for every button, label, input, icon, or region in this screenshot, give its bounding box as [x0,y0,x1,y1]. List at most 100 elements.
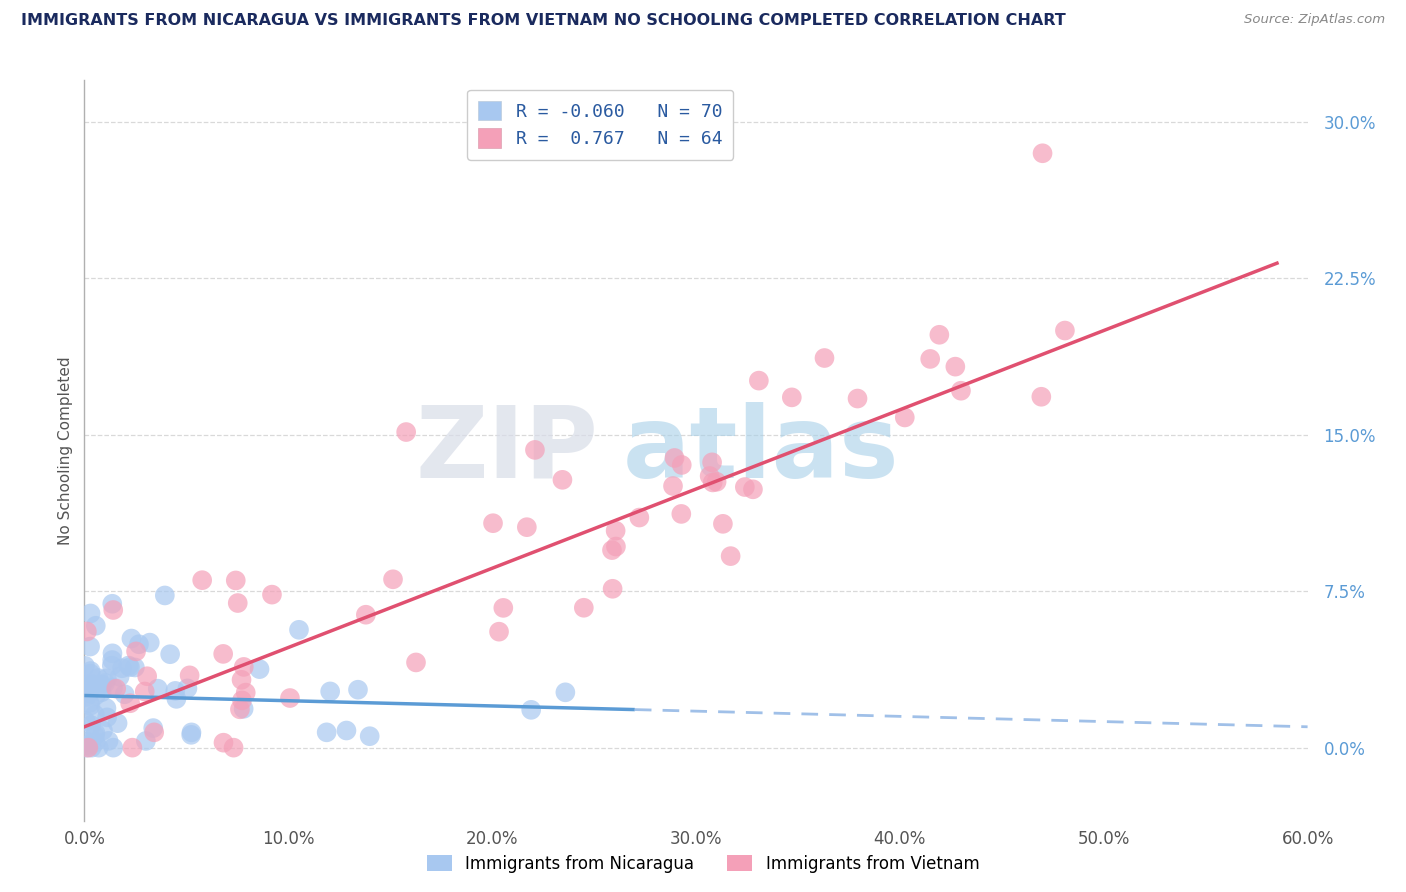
Point [706,475,728,489]
Point [176,681,198,696]
Point [179,668,201,682]
Point [1053,324,1076,338]
Point [520,703,543,717]
Point [602,582,624,596]
Point [111,661,134,675]
Point [76,738,98,752]
Point [75,735,97,749]
Point [84,726,107,740]
Point [699,469,721,483]
Point [231,693,253,707]
Point [91,723,114,738]
Point [103,740,125,755]
Point [120,632,142,646]
Point [249,662,271,676]
Point [492,600,515,615]
Point [165,691,187,706]
Point [101,681,124,695]
Point [80,718,103,732]
Point [87,740,110,755]
Legend: Immigrants from Nicaragua, Immigrants from Vietnam: Immigrants from Nicaragua, Immigrants fr… [420,848,986,880]
Point [97,734,120,748]
Point [79,664,101,678]
Point [813,351,835,365]
Point [315,725,337,739]
Point [605,524,627,538]
Point [128,637,150,651]
Point [551,473,574,487]
Point [117,658,139,673]
Point [143,725,166,739]
Point [225,574,247,588]
Point [662,479,685,493]
Point [84,619,107,633]
Point [605,540,627,554]
Point [664,450,686,465]
Point [75,740,97,755]
Point [846,392,869,406]
Point [79,607,101,621]
Point [84,729,107,743]
Point [278,691,301,706]
Point [84,735,107,749]
Point [523,442,546,457]
Point [124,660,146,674]
Point [118,660,141,674]
Point [139,635,162,649]
Point [671,458,693,472]
Point [671,507,693,521]
Point [949,384,972,398]
Point [395,425,418,439]
Point [125,644,148,658]
Point [165,684,187,698]
Point [146,681,169,696]
Point [260,588,283,602]
Point [212,647,235,661]
Point [516,520,538,534]
Point [136,669,159,683]
Point [79,698,101,713]
Point [212,736,235,750]
Point [335,723,357,738]
Point [226,596,249,610]
Point [153,589,176,603]
Point [73,658,96,673]
Text: ZIP: ZIP [415,402,598,499]
Point [75,714,97,728]
Point [77,679,100,693]
Point [711,516,734,531]
Point [229,702,252,716]
Point [180,728,202,742]
Y-axis label: No Schooling Completed: No Schooling Completed [58,356,73,545]
Point [319,684,342,698]
Point [748,374,770,388]
Point [382,572,405,586]
Point [488,624,510,639]
Point [96,671,118,685]
Point [142,721,165,735]
Point [101,646,124,660]
Point [121,740,143,755]
Point [94,676,117,690]
Point [231,673,253,687]
Point [101,658,124,673]
Point [780,390,803,404]
Point [103,603,125,617]
Point [134,684,156,698]
Point [554,685,576,699]
Point [354,607,377,622]
Point [405,656,427,670]
Point [79,666,101,681]
Point [77,686,100,700]
Point [91,678,114,692]
Point [191,573,214,587]
Point [928,327,950,342]
Point [105,681,128,696]
Point [79,696,101,710]
Point [920,351,942,366]
Point [120,696,142,710]
Point [90,685,112,699]
Point [943,359,966,374]
Point [79,677,101,691]
Point [75,690,97,704]
